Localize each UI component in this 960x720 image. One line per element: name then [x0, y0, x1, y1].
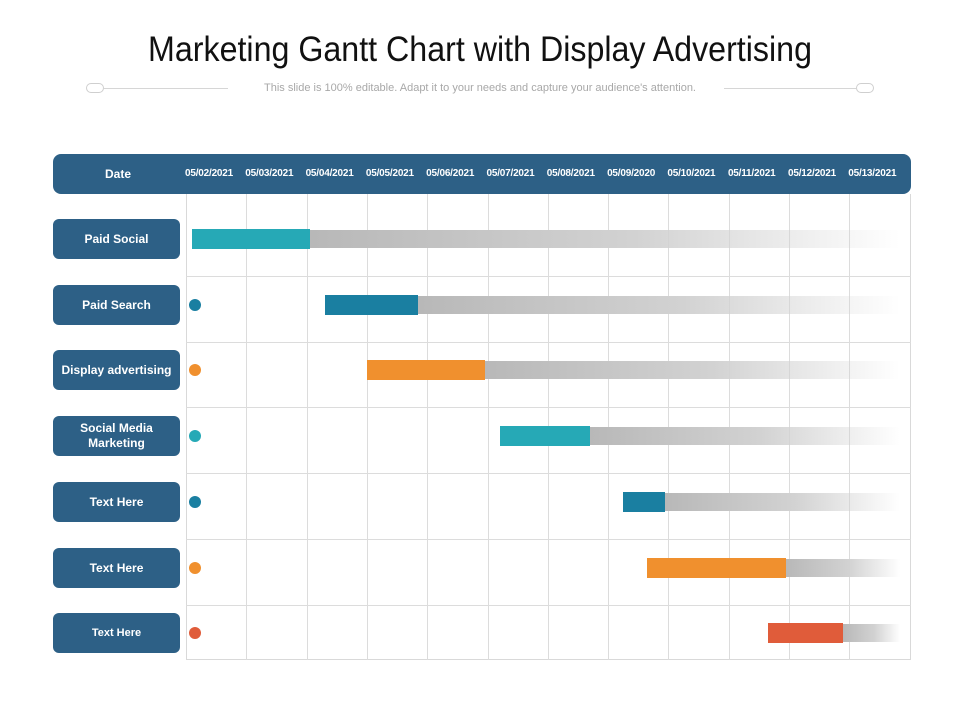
task-label: Paid Search [53, 285, 180, 325]
task-marker-dot [189, 364, 201, 376]
task-remaining-track [484, 361, 900, 379]
grid-line-horizontal [186, 473, 911, 474]
grid-line-vertical [246, 194, 247, 660]
task-marker-dot [189, 430, 201, 442]
left-ornament-icon [86, 83, 104, 93]
task-remaining-track [665, 493, 900, 511]
date-column-label: 05/13/2021 [848, 168, 897, 179]
task-label: Text Here [53, 613, 180, 653]
date-column-label: 05/12/2021 [787, 168, 837, 179]
date-header-label: Date [104, 167, 131, 181]
date-column-label: 05/08/2021 [546, 168, 595, 179]
grid-line-vertical [488, 194, 489, 660]
date-column-label: 05/03/2021 [245, 168, 294, 179]
task-remaining-track [310, 230, 900, 248]
grid-line-vertical [367, 194, 368, 660]
page-title: Marketing Gantt Chart with Display Adver… [148, 30, 812, 69]
grid-line-vertical [307, 194, 308, 660]
task-bar [367, 360, 485, 380]
task-label: Paid Social [53, 219, 180, 259]
date-column-label: 05/10/2021 [667, 168, 716, 179]
task-bar [647, 558, 786, 578]
task-bar [325, 295, 418, 315]
gantt-header [53, 154, 911, 194]
task-label: Display advertising [53, 350, 180, 390]
task-remaining-track [590, 427, 900, 445]
task-bar [500, 426, 590, 446]
grid-line-vertical [427, 194, 428, 660]
date-column-label: 05/06/2021 [426, 168, 475, 179]
date-column-label: 05/02/2021 [184, 168, 234, 179]
grid-line-horizontal [186, 342, 911, 343]
grid-line-horizontal [186, 276, 911, 277]
task-marker-dot [189, 562, 201, 574]
subtitle: This slide is 100% editable. Adapt it to… [264, 82, 696, 94]
task-marker-dot [189, 627, 201, 639]
date-column-label: 05/05/2021 [365, 168, 414, 179]
right-ornament-icon [856, 83, 874, 93]
task-marker-dot [189, 299, 201, 311]
date-column-label: 05/04/2021 [305, 168, 354, 179]
grid-line-horizontal [186, 605, 911, 606]
task-label: Text Here [53, 482, 180, 522]
task-bar [768, 623, 843, 643]
task-remaining-track [786, 559, 900, 577]
date-column-label: 05/09/2020 [607, 168, 656, 179]
date-column-label: 05/11/2021 [727, 168, 776, 179]
task-remaining-track [843, 624, 900, 642]
grid-line-horizontal [186, 407, 911, 408]
task-bar [192, 229, 310, 249]
task-remaining-track [418, 296, 900, 314]
grid-line-horizontal [186, 539, 911, 540]
date-column-label: 05/07/2021 [486, 168, 535, 179]
right-divider [724, 88, 856, 89]
task-label: Text Here [53, 548, 180, 588]
task-marker-dot [189, 496, 201, 508]
task-bar [623, 492, 665, 512]
task-label: Social Media Marketing [53, 416, 180, 456]
left-divider [104, 88, 228, 89]
